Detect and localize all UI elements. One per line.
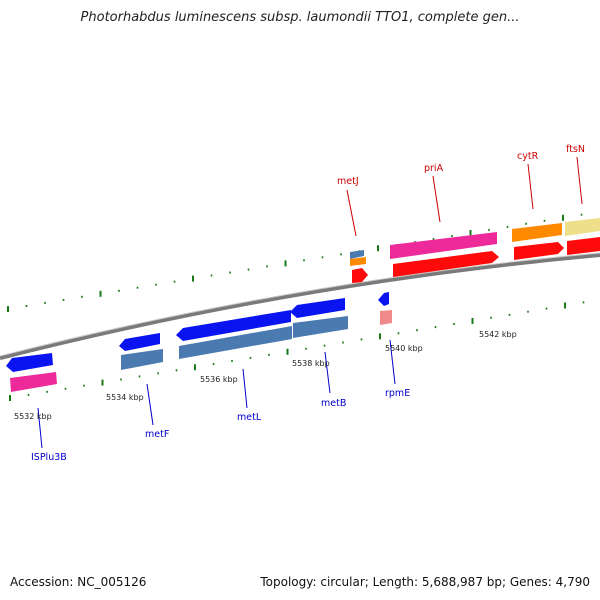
gene-metl[interactable] [176,310,291,341]
gene-labels-top: metJ priA cytR ftsN [337,144,585,187]
cds-ftsn[interactable] [567,237,600,255]
cds-cytr[interactable] [514,242,564,260]
ruler-labels: 5532 kbp 5534 kbp 5536 kbp 5538 kbp 5540… [14,330,517,421]
gene-isplu3b[interactable] [6,353,53,372]
cds-pria[interactable] [393,251,499,277]
genome-info-text: Topology: circular; Length: 5,688,987 bp… [260,575,590,589]
label-isplu3b[interactable]: ISPlu3B [31,452,67,463]
label-metj[interactable]: metJ [337,176,359,187]
ruler-label-5538: 5538 kbp [292,359,330,368]
cds-metj[interactable] [352,268,368,283]
gene-rpme[interactable] [378,292,389,306]
cds-metf[interactable] [121,349,163,370]
gene-ftsn[interactable] [565,218,600,236]
label-metb[interactable]: metB [321,398,346,409]
ruler-label-5532: 5532 kbp [14,412,52,421]
accession-text: Accession: NC_005126 [10,575,147,589]
gene-features [6,218,600,392]
cds-metb[interactable] [293,316,348,338]
label-ftsn[interactable]: ftsN [566,144,585,155]
gene-metb[interactable] [290,298,345,318]
gene-metj-b[interactable] [350,257,366,266]
gene-pria[interactable] [390,232,497,259]
ruler-ticks-lower [9,301,585,401]
map-title: Photorhabdus luminescens subsp. laumondi… [80,10,520,25]
genome-backbone [0,253,600,360]
ruler-ticks-upper [7,213,583,312]
ruler-label-5534: 5534 kbp [106,393,144,402]
ruler-label-5536: 5536 kbp [200,375,238,384]
ruler-label-5542: 5542 kbp [479,330,517,339]
gene-labels-bottom: ISPlu3B metF metL metB rpmE [31,388,410,463]
cds-metl[interactable] [179,326,292,359]
cds-isplu3b[interactable] [10,372,57,392]
label-pria[interactable]: priA [424,163,444,174]
gene-cytr[interactable] [512,223,562,242]
label-rpme[interactable]: rpmE [385,388,410,399]
gene-label-leaders [37,156,583,449]
label-cytr[interactable]: cytR [517,151,539,162]
label-metf[interactable]: metF [145,429,169,440]
ruler-label-5540: 5540 kbp [385,344,423,353]
label-metl[interactable]: metL [237,412,262,423]
gene-metf[interactable] [119,333,160,351]
gene-metj[interactable] [350,250,364,259]
cds-rpme[interactable] [380,310,392,325]
